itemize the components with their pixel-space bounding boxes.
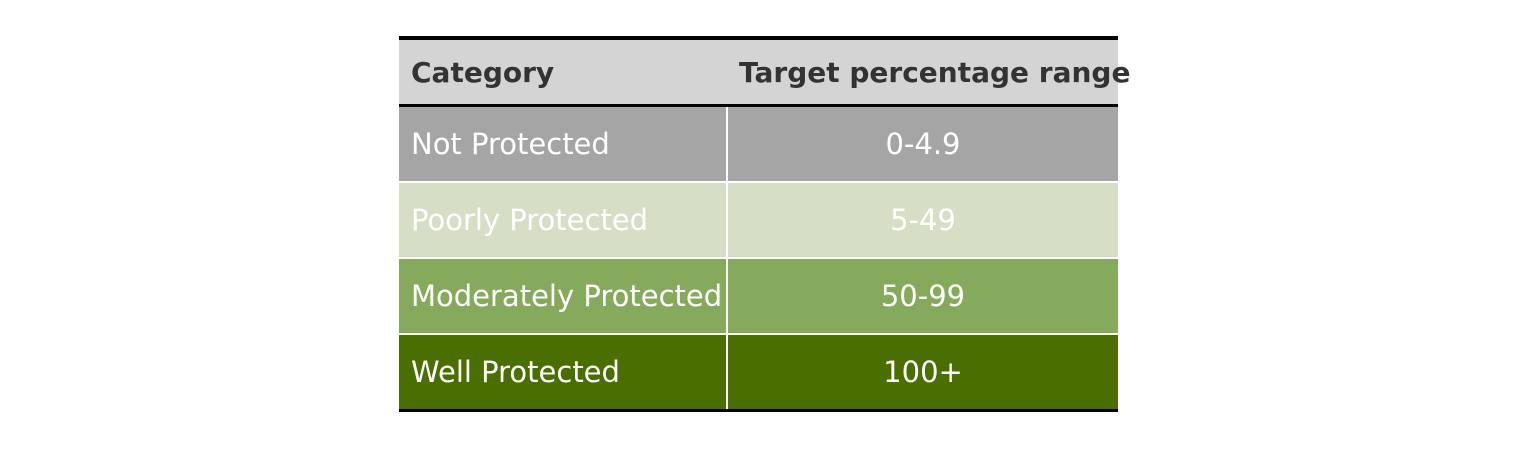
table-row: Moderately Protected 50-99: [399, 258, 1118, 335]
table-header-row: Category Target percentage range: [399, 38, 1131, 106]
protection-category-table-container: Category Target percentage range Not Pro…: [399, 36, 1131, 412]
category-column-header: Category: [411, 55, 555, 89]
range-column-header: Target percentage range: [739, 55, 1131, 89]
range-cell: 50-99: [727, 258, 1118, 335]
category-cell: Moderately Protected: [399, 258, 728, 335]
category-cell: Well Protected: [399, 334, 728, 412]
protection-category-table: Category Target percentage range Not Pro…: [399, 36, 1131, 412]
table-row: Poorly Protected 5-49: [399, 182, 1118, 259]
category-cell: Not Protected: [399, 105, 728, 183]
table-row: Well Protected 100+: [399, 334, 1118, 412]
category-cell: Poorly Protected: [399, 182, 728, 259]
range-cell: 100+: [727, 334, 1118, 412]
range-cell: 0-4.9: [727, 105, 1118, 183]
table-row: Not Protected 0-4.9: [399, 105, 1118, 183]
range-cell: 5-49: [727, 182, 1118, 259]
